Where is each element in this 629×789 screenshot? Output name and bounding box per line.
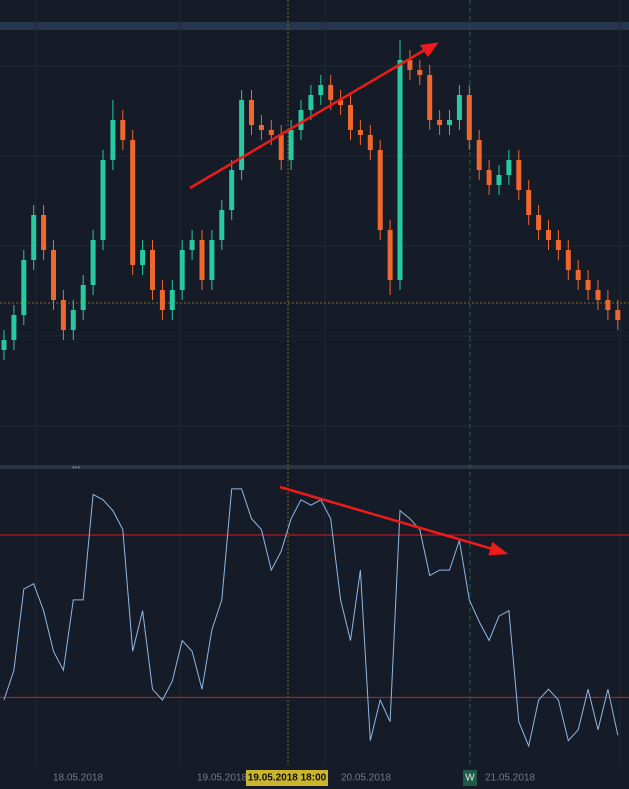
candle-body <box>506 160 512 175</box>
plot <box>0 40 629 748</box>
candle-body <box>11 315 17 340</box>
candle-body <box>21 260 27 315</box>
candle-body <box>51 250 56 300</box>
candle-body <box>338 100 344 105</box>
candle-body <box>585 280 591 290</box>
candle-body <box>348 105 353 130</box>
candle-body <box>417 70 423 75</box>
candle-body <box>249 100 254 125</box>
layout-grid <box>0 0 629 765</box>
x-tick-label: 21.05.2018 <box>485 773 535 784</box>
candle-body <box>31 215 37 260</box>
candle-body <box>575 270 581 280</box>
candle-body <box>407 60 413 70</box>
candle-body <box>80 285 86 310</box>
candle-body <box>100 160 106 240</box>
candle-body <box>1 340 7 350</box>
candle-body <box>536 215 542 230</box>
candle-body <box>60 300 66 330</box>
candle-body <box>159 290 165 310</box>
candle-body <box>209 240 215 280</box>
candle-body <box>605 300 611 310</box>
candle-body <box>476 140 482 170</box>
candle-body <box>397 60 403 280</box>
candle-body <box>90 240 96 285</box>
candle-body <box>278 135 284 160</box>
candle-body <box>526 190 532 215</box>
candle-body <box>377 150 383 230</box>
marker-label: W <box>465 773 475 784</box>
candle-body <box>308 95 314 110</box>
candle-body <box>130 140 136 265</box>
candle-body <box>229 170 235 210</box>
candle-body <box>466 95 472 140</box>
candle-body <box>199 240 205 280</box>
x-tick-label: 19.05.2018 <box>197 773 247 784</box>
candle-body <box>456 95 462 120</box>
pane-separator <box>0 465 629 469</box>
candle-body <box>70 310 76 330</box>
marker-label-box <box>463 770 477 786</box>
x-axis: 18.05.2018 19.05.2018 20.05.2018 21.05.2018… <box>53 770 535 786</box>
pane-handle: ••• <box>72 463 81 472</box>
candle-body <box>318 85 324 95</box>
candle-body <box>496 175 502 185</box>
candle-body <box>387 230 393 280</box>
crosshair-label-box <box>246 770 328 786</box>
annotations <box>189 42 509 556</box>
candle-body <box>110 120 116 160</box>
candle-body <box>150 250 155 290</box>
candle-body <box>258 125 264 130</box>
candle-body <box>565 250 571 270</box>
candle-body <box>486 170 492 185</box>
x-tick-label: 18.05.2018 <box>53 773 103 784</box>
candle-body <box>447 120 452 125</box>
candle-body <box>120 120 126 140</box>
candle-body <box>516 160 522 190</box>
candle-body <box>595 290 601 300</box>
candle-body <box>140 250 146 265</box>
x-tick-label: 20.05.2018 <box>341 773 391 784</box>
candle-body <box>239 100 245 170</box>
candle-body <box>427 75 433 120</box>
candle-body <box>169 290 175 310</box>
candle-body <box>615 310 621 320</box>
candle-body <box>437 120 443 125</box>
candle-body <box>555 240 561 250</box>
candle-body <box>328 85 334 100</box>
candle-body <box>189 240 195 250</box>
candle-body <box>219 210 225 240</box>
candle-body <box>298 110 304 130</box>
candle-body <box>179 250 185 290</box>
candle-body <box>268 130 274 135</box>
crosshair-label: 19.05.2018 18:00 <box>248 773 327 784</box>
candle-body <box>41 215 47 250</box>
candle-body <box>357 130 363 135</box>
candle-body <box>288 130 294 160</box>
top-band <box>0 22 629 30</box>
candle-body <box>367 135 373 150</box>
oscillator-line <box>3 488 619 748</box>
candle-body <box>546 230 551 240</box>
